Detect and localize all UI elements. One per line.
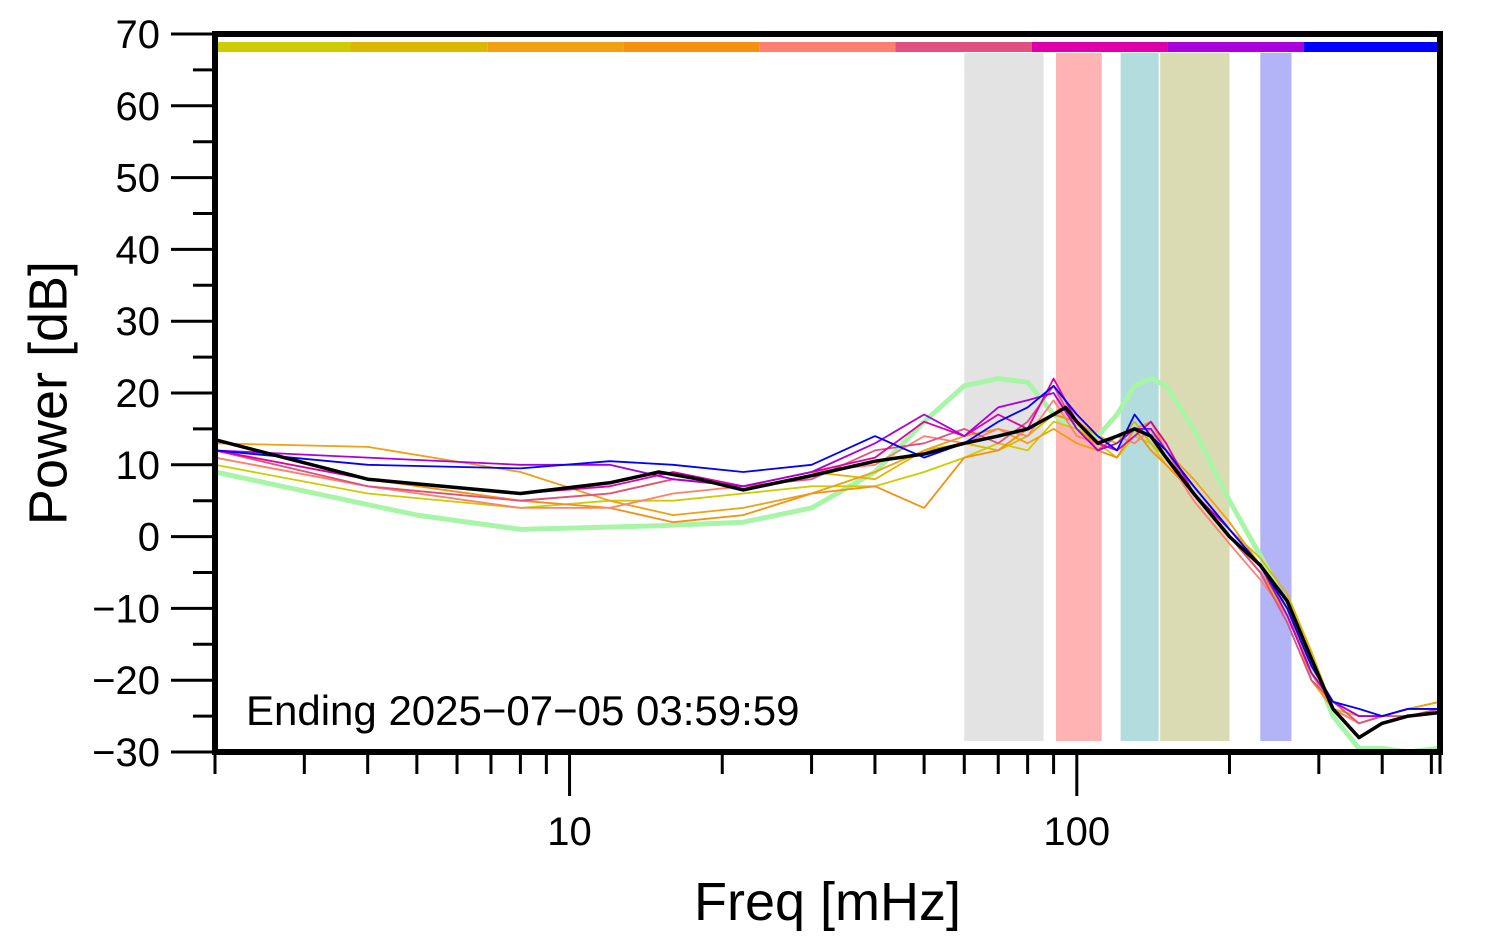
y-tick-label: 20 — [116, 372, 161, 416]
x-axis-title: Freq [mHz] — [694, 872, 961, 932]
mean-line — [214, 405, 1441, 740]
x-tick-label: 10 — [547, 810, 592, 854]
color-bar-segment-2 — [487, 42, 624, 52]
x-axis-ticks: 10 100 — [213, 752, 1442, 854]
y-tick-label: 30 — [116, 300, 161, 344]
y-tick-label: 50 — [116, 157, 161, 201]
y-tick-label: 40 — [116, 228, 161, 272]
ending-timestamp-annotation: Ending 2025−07−05 03:59:59 — [246, 687, 800, 734]
y-tick-label: −20 — [92, 659, 160, 703]
x-tick-label: 100 — [1043, 810, 1110, 854]
top-color-bar — [215, 42, 1440, 52]
color-bar-segment-0 — [215, 42, 351, 52]
y-tick-label: −10 — [92, 587, 160, 631]
y-tick-label: 70 — [116, 13, 161, 57]
series-lines — [214, 376, 1441, 755]
y-tick-label: 10 — [116, 444, 161, 488]
y-axis-ticks: −30 −20 −10 0 10 20 30 40 50 60 70 — [92, 13, 215, 775]
color-bar-segment-6 — [1031, 42, 1168, 52]
band-0 — [964, 53, 1044, 741]
plot-frame — [212, 31, 1443, 755]
y-axis-title: Power [dB] — [18, 261, 78, 525]
color-bar-segment-1 — [350, 42, 488, 52]
color-bar-segment-4 — [759, 42, 896, 52]
color-bar-segment-7 — [1167, 42, 1304, 52]
series-line-2 — [214, 420, 1441, 725]
series-line-0 — [214, 420, 1441, 725]
y-tick-label: 60 — [116, 85, 161, 129]
y-tick-label: 0 — [138, 516, 160, 560]
color-bar-segment-5 — [895, 42, 1032, 52]
band-4 — [1260, 53, 1292, 741]
y-tick-label: −30 — [92, 731, 160, 775]
color-bar-segment-8 — [1303, 42, 1440, 52]
color-bar-segment-3 — [623, 42, 760, 52]
frequency-bands — [964, 53, 1292, 741]
